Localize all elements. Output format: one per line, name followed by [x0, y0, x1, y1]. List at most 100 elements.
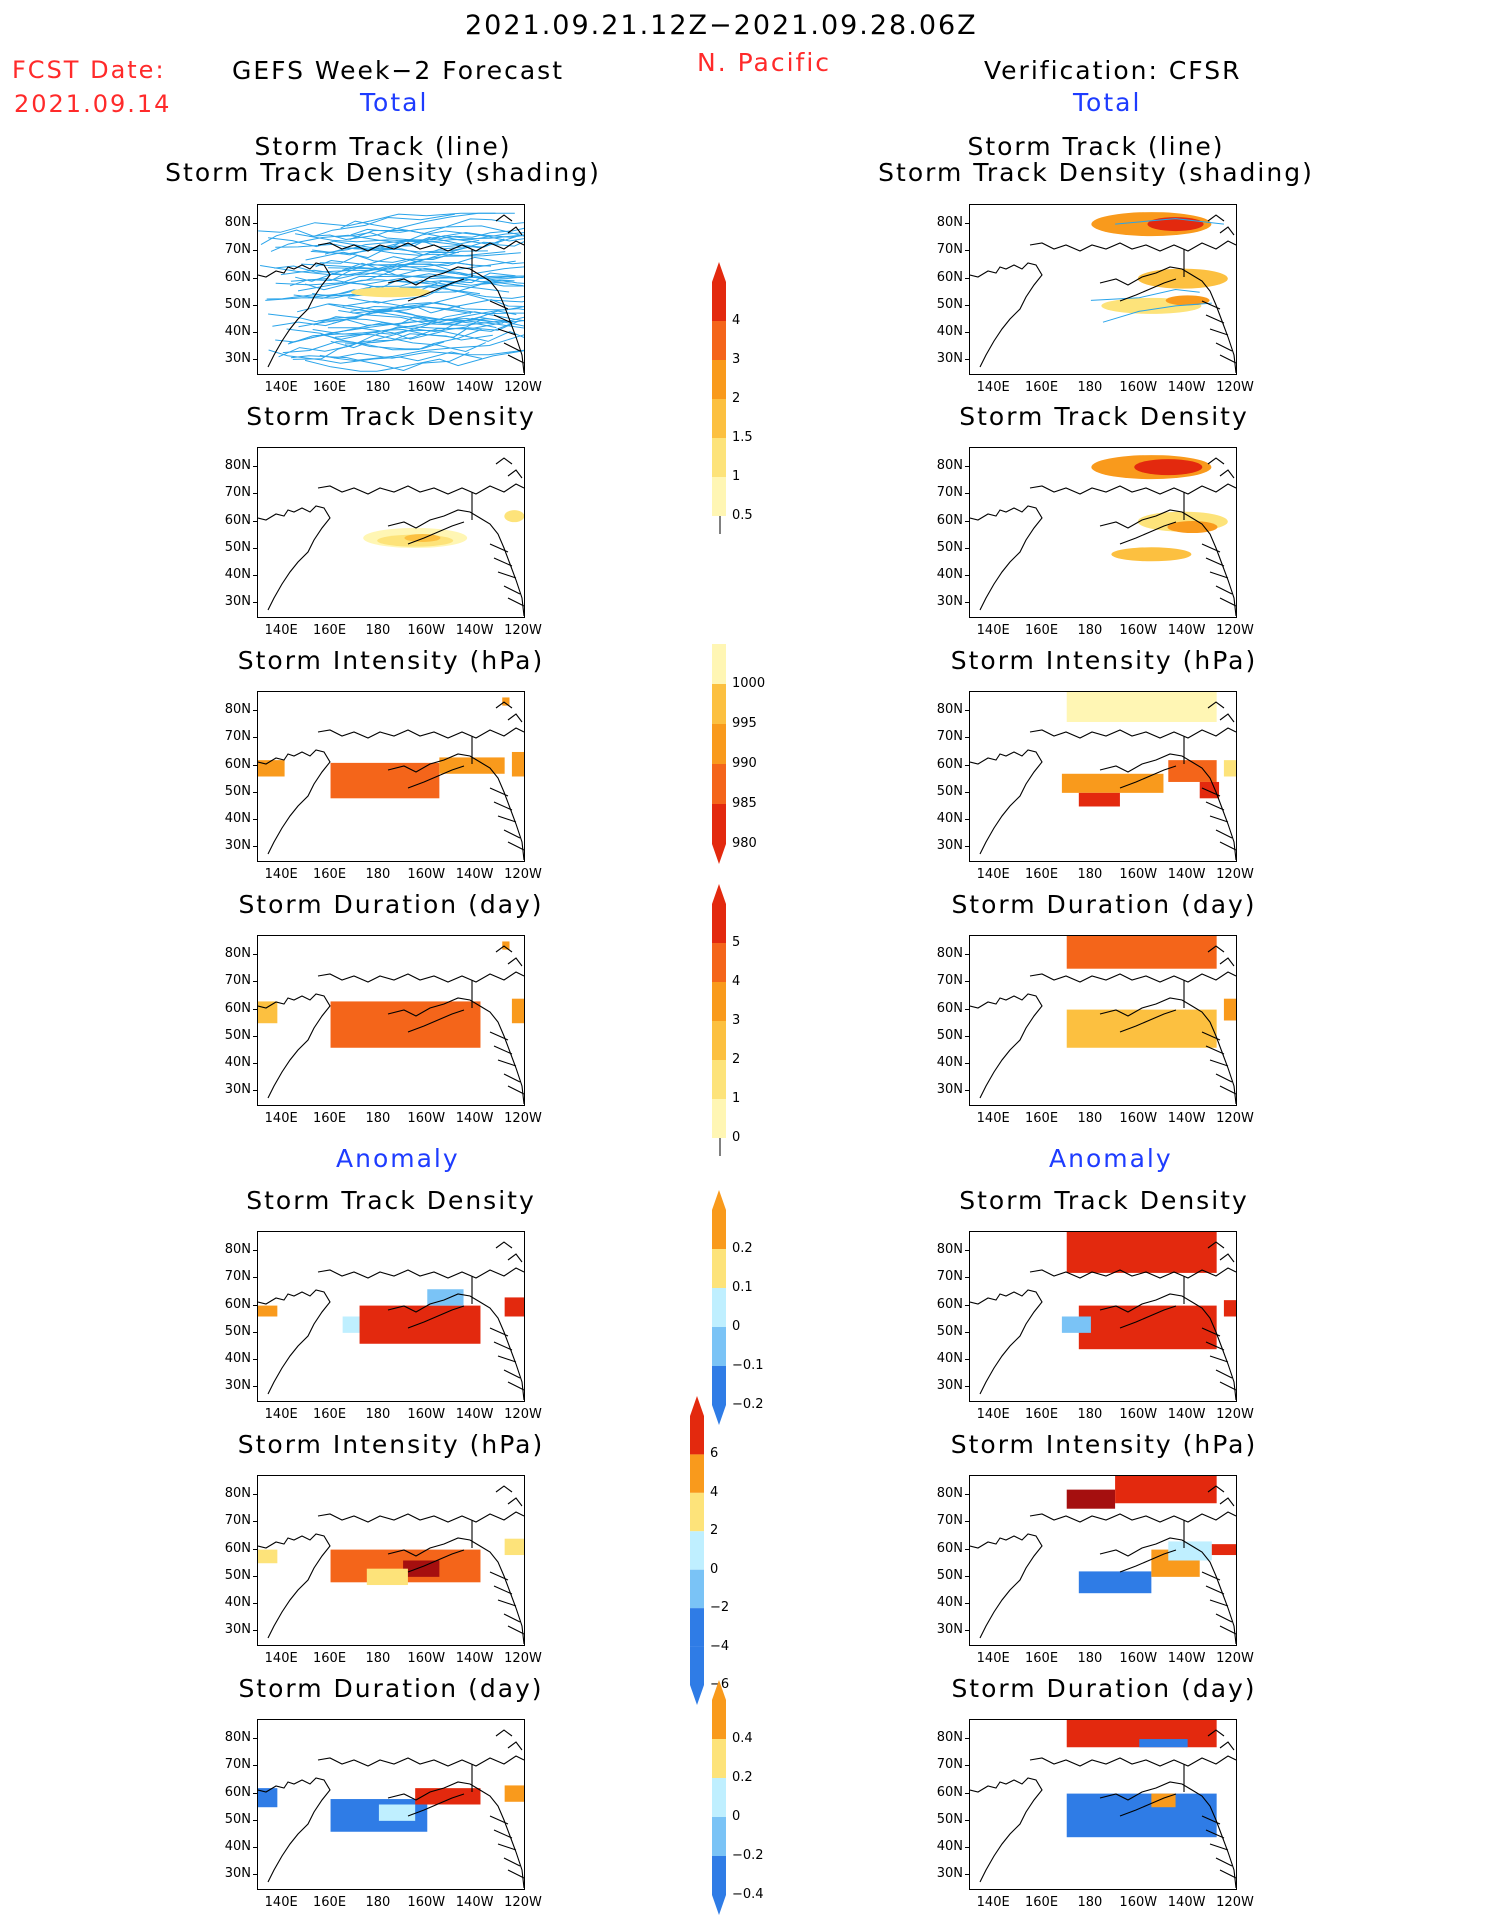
colorbar-label: −0.1: [732, 1358, 764, 1373]
lat-tick: [965, 1331, 970, 1333]
map-canvas: [258, 1241, 524, 1401]
coastline-1: [1029, 971, 1236, 983]
coastline-2: [1099, 1537, 1236, 1645]
left-anomaly-label: Anomaly: [336, 1144, 460, 1173]
lon-label: 120W: [1216, 1111, 1254, 1126]
lon-label: 160E: [313, 1651, 347, 1666]
lat-label: 70N: [224, 1269, 251, 1285]
lat-label: 60N: [224, 756, 251, 772]
colorbar-label: 4: [732, 313, 741, 328]
colorbar-segment: [712, 1060, 726, 1099]
lat-label: 60N: [936, 1784, 963, 1800]
colorbar-label: 0.1: [732, 1280, 753, 1295]
lon-label: 160E: [1025, 1407, 1059, 1422]
lat-tick: [965, 520, 970, 522]
colorbar-segment: [712, 982, 726, 1021]
lon-label: 140E: [264, 1895, 298, 1910]
lat-tick: [965, 304, 970, 306]
coastline-1: [1029, 1511, 1236, 1523]
lat-label: 80N: [936, 1486, 963, 1502]
lat-tick: [965, 547, 970, 549]
forecast-track-18: [304, 350, 524, 372]
anom-ne: [504, 1785, 524, 1802]
fcst-date-value: 2021.09.14: [14, 90, 172, 118]
coastline-3: [407, 278, 465, 302]
lat-tick: [253, 1250, 258, 1252]
lat-tick: [965, 1603, 970, 1605]
forecast-track-67: [295, 233, 505, 248]
lon-label: 160W: [407, 380, 446, 395]
lat-tick: [965, 1765, 970, 1767]
lat-label: 60N: [936, 756, 963, 772]
lat-tick: [965, 1035, 970, 1037]
lon-label: 120W: [1216, 1651, 1254, 1666]
colorbar-segment: [712, 1249, 726, 1288]
cell-north: [1066, 692, 1217, 722]
lon-label: 180: [1077, 1111, 1103, 1126]
coastline-1: [1029, 483, 1236, 495]
cell-ne: [1223, 998, 1236, 1021]
lat-tick: [965, 1847, 970, 1849]
lat-tick: [965, 791, 970, 793]
colorbar-label: 4: [732, 974, 741, 989]
lon-label: 140E: [976, 1407, 1010, 1422]
lon-label: 140E: [264, 867, 298, 882]
colorbar-segment: [712, 904, 726, 943]
colorbar-segment: [712, 1288, 726, 1327]
anom-light: [366, 1568, 408, 1586]
colorbar-label: 0.2: [732, 1241, 753, 1256]
lon-label: 160W: [407, 867, 446, 882]
lon-label: 160W: [407, 1651, 446, 1666]
lat-tick: [253, 737, 258, 739]
lat-tick: [253, 954, 258, 956]
panel-title-density-anom-left: Storm Track Density: [246, 1186, 536, 1215]
lat-label: 70N: [936, 729, 963, 745]
lat-tick: [965, 1819, 970, 1821]
colorbar-density-anom: 0.2 0.1 0 −0.1 −0.2: [712, 1190, 764, 1429]
lon-label: 120W: [1216, 623, 1254, 638]
colorbar-segment: [712, 1021, 726, 1060]
lat-label: 60N: [936, 1540, 963, 1556]
colorbar-arrow-bottom: [690, 1685, 704, 1705]
lat-tick: [965, 466, 970, 468]
lon-label: 120W: [504, 1651, 542, 1666]
forecast-track-68: [328, 303, 524, 315]
lat-label: 30N: [936, 838, 963, 854]
lon-label: 160E: [1025, 380, 1059, 395]
lat-label: 30N: [224, 1378, 251, 1394]
lat-label: 50N: [936, 1567, 963, 1583]
lat-label: 50N: [224, 539, 251, 555]
forecast-track-46: [347, 278, 515, 304]
forecast-track-69: [353, 227, 524, 250]
verification-track-0: [1115, 218, 1224, 225]
lat-label: 30N: [224, 351, 251, 367]
map-duration-anom-verification: [969, 1719, 1237, 1890]
lon-label: 140W: [1167, 380, 1206, 395]
map-intensity-forecast: [257, 691, 525, 862]
colorbar-label: 5: [732, 935, 741, 950]
colorbar-arrow-bottom: [712, 844, 726, 864]
map-intensity-verification: [969, 691, 1237, 862]
lat-label: 40N: [936, 567, 963, 583]
lat-label: 40N: [224, 1351, 251, 1367]
lat-tick: [965, 1063, 970, 1065]
coastline-6: [495, 457, 523, 479]
lat-tick: [253, 1874, 258, 1876]
colorbar-label: 0: [732, 1809, 741, 1824]
colorbar-density-total: 4 3 2 1.5 1 0.5: [712, 262, 753, 540]
colorbar-arrow-bottom: [712, 1895, 726, 1915]
map-canvas: [970, 455, 1236, 617]
lat-label: 60N: [224, 1540, 251, 1556]
colorbar-label: 995: [732, 716, 757, 731]
forecast-track-61: [313, 310, 491, 326]
coastline-3: [407, 1305, 465, 1329]
lon-label: 140W: [1167, 1895, 1206, 1910]
lat-tick: [253, 1792, 258, 1794]
lat-tick: [965, 1090, 970, 1092]
map-duration-anom-forecast: [257, 1719, 525, 1890]
map-track-forecast: [257, 204, 525, 375]
lat-tick: [253, 1304, 258, 1306]
lat-tick: [253, 575, 258, 577]
lat-tick: [253, 1035, 258, 1037]
lon-label: 120W: [1216, 867, 1254, 882]
